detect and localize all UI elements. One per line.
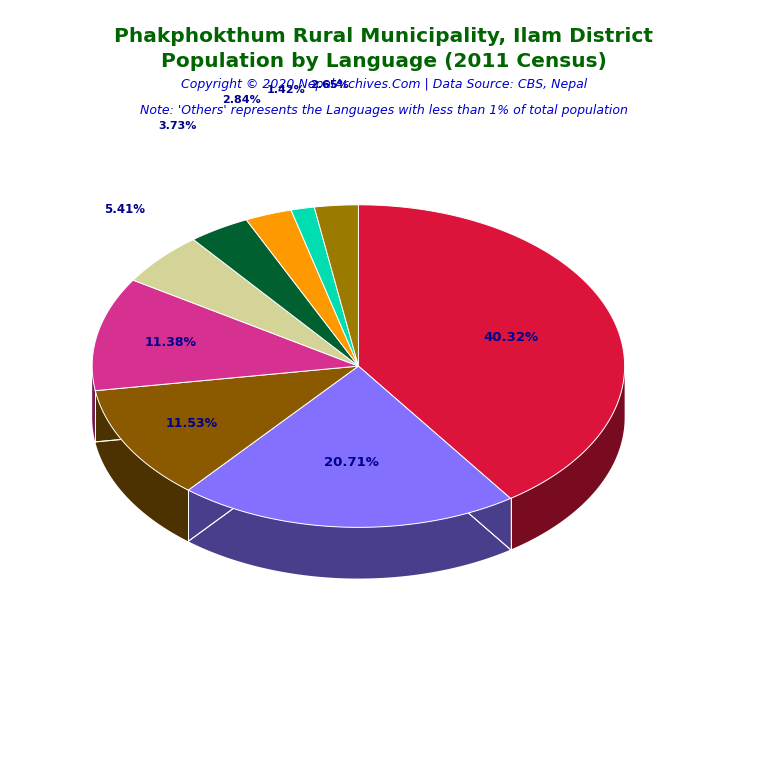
Text: Population by Language (2011 Census): Population by Language (2011 Census) bbox=[161, 52, 607, 71]
Polygon shape bbox=[188, 490, 511, 578]
Text: 1.42%: 1.42% bbox=[266, 85, 305, 95]
Text: 5.41%: 5.41% bbox=[104, 204, 145, 217]
Polygon shape bbox=[291, 207, 359, 366]
Text: 11.38%: 11.38% bbox=[144, 336, 197, 349]
Text: 2.65%: 2.65% bbox=[310, 80, 349, 90]
Text: Note: 'Others' represents the Languages with less than 1% of total population: Note: 'Others' represents the Languages … bbox=[140, 104, 628, 118]
Text: Phakphokthum Rural Municipality, Ilam District: Phakphokthum Rural Municipality, Ilam Di… bbox=[114, 27, 654, 46]
Polygon shape bbox=[314, 205, 359, 366]
Polygon shape bbox=[359, 205, 624, 498]
Polygon shape bbox=[92, 280, 359, 391]
Text: 11.53%: 11.53% bbox=[166, 417, 217, 430]
Polygon shape bbox=[188, 366, 511, 528]
Text: 20.71%: 20.71% bbox=[324, 456, 379, 469]
Polygon shape bbox=[511, 366, 624, 550]
Polygon shape bbox=[95, 366, 359, 490]
Polygon shape bbox=[194, 220, 359, 366]
Text: Copyright © 2020 NepalArchives.Com | Data Source: CBS, Nepal: Copyright © 2020 NepalArchives.Com | Dat… bbox=[181, 78, 587, 91]
Text: 40.32%: 40.32% bbox=[483, 330, 538, 343]
Polygon shape bbox=[133, 240, 359, 366]
Polygon shape bbox=[92, 366, 95, 442]
Text: 2.84%: 2.84% bbox=[222, 95, 260, 105]
Text: 3.73%: 3.73% bbox=[158, 121, 196, 131]
Polygon shape bbox=[95, 391, 188, 541]
Polygon shape bbox=[247, 210, 359, 366]
